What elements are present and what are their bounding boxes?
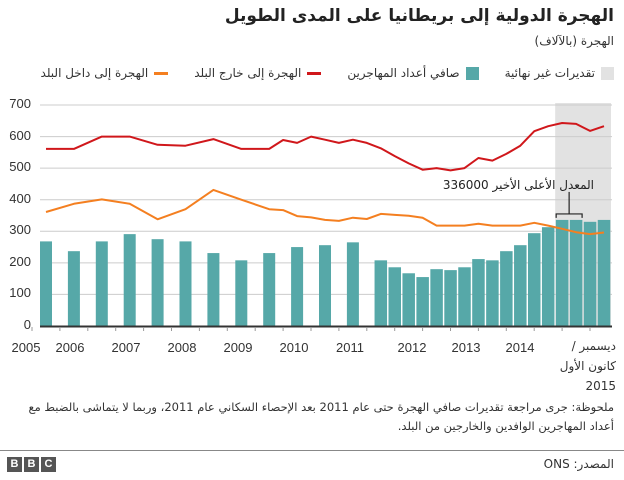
logo-letter: C xyxy=(41,457,56,472)
x-tick-label: 2007 xyxy=(111,340,141,355)
y-tick-label: 400 xyxy=(9,190,31,206)
bar-net-migration xyxy=(179,241,192,326)
legend-net: صافي أعداد المهاجرين xyxy=(347,66,479,80)
source-label: المصدر: ONS xyxy=(543,457,614,471)
bar-net-migration xyxy=(514,245,527,326)
bar-net-migration xyxy=(486,260,499,326)
bar-net-migration xyxy=(541,227,555,326)
logo-letter: B xyxy=(7,457,22,472)
bar-net-migration xyxy=(319,245,331,326)
legend-swatch-immigration xyxy=(154,71,169,75)
x-tick-label: 2009 xyxy=(223,340,253,355)
bar-net-migration xyxy=(374,260,388,326)
footnote: ملحوظة: جرى مراجعة تقديرات صافي الهجرة ح… xyxy=(28,400,614,433)
legend-label: الهجرة إلى خارج البلد xyxy=(194,66,302,80)
bar-net-migration xyxy=(569,219,583,326)
x-tick-label: 2011 xyxy=(336,340,364,355)
y-tick-label: 300 xyxy=(9,222,31,238)
bar-net-migration xyxy=(235,260,248,326)
chart-subtitle: الهجرة (بالآلاف) xyxy=(534,34,614,48)
legend-emigration: الهجرة إلى خارج البلد xyxy=(194,66,322,80)
legend-provisional: تقديرات غير نهائية xyxy=(505,66,614,80)
y-tick-label: 700 xyxy=(9,96,31,111)
bar-net-migration xyxy=(207,253,220,326)
annotation-label: المعدل الأعلى الأخير 336000 xyxy=(442,178,594,192)
bar-net-migration xyxy=(500,251,513,326)
bar-net-migration xyxy=(444,270,457,326)
bar-net-migration xyxy=(597,219,611,326)
bar-net-migration xyxy=(555,219,569,326)
bar-net-migration xyxy=(151,239,164,326)
legend-label: صافي أعداد المهاجرين xyxy=(347,66,460,80)
bar-net-migration xyxy=(472,259,485,326)
x-tick-label: 2014 xyxy=(505,340,535,355)
bar-net-migration xyxy=(528,233,541,326)
x-tick-label: 2013 xyxy=(451,340,481,355)
bar-net-migration xyxy=(67,251,80,326)
footer-divider xyxy=(0,450,624,451)
y-tick-label: 500 xyxy=(9,159,31,175)
y-tick-label: 0 xyxy=(23,317,31,332)
legend-immigration: الهجرة إلى داخل البلد xyxy=(41,66,169,80)
legend-swatch-emigration xyxy=(307,71,322,75)
bar-net-migration xyxy=(583,221,597,326)
bbc-logo: B B C xyxy=(7,457,56,472)
line-emigration xyxy=(46,122,605,172)
bar-net-migration xyxy=(346,242,359,326)
legend-swatch-net xyxy=(465,66,479,80)
bar-net-migration xyxy=(402,273,415,326)
bar-net-migration xyxy=(291,247,304,326)
bar-net-migration xyxy=(416,277,429,326)
bar-net-migration xyxy=(123,234,136,326)
bar-net-migration xyxy=(388,267,401,326)
x-tick-label: 2006 xyxy=(55,340,85,355)
bar-net-migration xyxy=(430,269,443,326)
bar-net-migration xyxy=(458,267,471,326)
chart-title: الهجرة الدولية إلى بريطانيا على المدى ال… xyxy=(224,6,614,26)
bar-net-migration xyxy=(40,241,52,326)
line-immigration xyxy=(45,188,605,236)
bar-net-migration xyxy=(95,241,108,326)
logo-letter: B xyxy=(24,457,39,472)
x-tick-label: 2012 xyxy=(397,340,427,355)
y-tick-label: 100 xyxy=(9,285,31,301)
x-tick-label: 2005 xyxy=(11,340,41,355)
bar-net-migration xyxy=(263,253,276,326)
y-tick-label: 200 xyxy=(9,253,31,269)
legend-swatch-provisional xyxy=(601,66,614,80)
x-tick-label: 2008 xyxy=(167,340,197,355)
legend: تقديرات غير نهائية صافي أعداد المهاجرين … xyxy=(10,66,614,80)
x-tick-label-last: ديسمبر /كانون الأول 2015 xyxy=(559,339,616,393)
legend-label: الهجرة إلى داخل البلد xyxy=(40,66,149,80)
legend-label: تقديرات غير نهائية xyxy=(504,66,595,80)
y-tick-label: 600 xyxy=(9,127,31,143)
x-tick-label: 2010 xyxy=(279,340,309,355)
